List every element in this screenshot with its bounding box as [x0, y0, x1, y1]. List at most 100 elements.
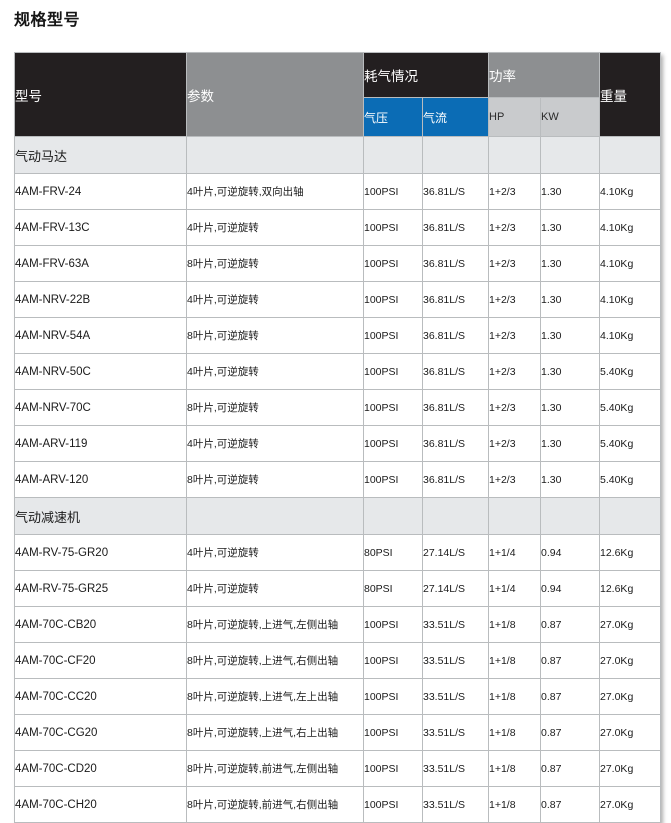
cell-model: 4AM-NRV-50C	[14, 353, 187, 390]
cell-air-pressure: 100PSI	[363, 389, 423, 426]
cell-model: 4AM-RV-75-GR25	[14, 570, 187, 607]
cell-model: 4AM-NRV-70C	[14, 389, 187, 426]
cell-params: 8叶片,可逆旋转,上进气,右上出轴	[186, 714, 364, 751]
group-blank-cell	[599, 497, 661, 535]
cell-air-pressure: 100PSI	[363, 281, 423, 318]
cell-weight: 12.6Kg	[599, 570, 661, 607]
cell-params: 8叶片,可逆旋转	[186, 245, 364, 282]
cell-weight: 4.10Kg	[599, 245, 661, 282]
table-row: 4AM-70C-CG20 8叶片,可逆旋转,上进气,右上出轴 100PSI 33.51…	[14, 714, 661, 751]
cell-kw: 1.30	[540, 245, 600, 282]
cell-model: 4AM-ARV-119	[14, 425, 187, 462]
cell-model: 4AM-70C-CG20	[14, 714, 187, 751]
header-power-group: 功率	[488, 52, 600, 98]
cell-air-pressure: 100PSI	[363, 606, 423, 643]
cell-kw: 1.30	[540, 425, 600, 462]
cell-air-flow: 36.81L/S	[422, 209, 489, 246]
cell-model: 4AM-RV-75-GR20	[14, 534, 187, 571]
cell-model: 4AM-NRV-22B	[14, 281, 187, 318]
table-row: 4AM-70C-CC20 8叶片,可逆旋转,上进气,左上出轴 100PSI 33.51…	[14, 678, 661, 715]
group-blank-cell	[186, 136, 364, 174]
cell-weight: 12.6Kg	[599, 534, 661, 571]
group-blank-cell	[540, 136, 600, 174]
cell-kw: 0.87	[540, 750, 600, 787]
cell-model: 4AM-70C-CD20	[14, 750, 187, 787]
cell-hp: 1+2/3	[488, 317, 541, 354]
cell-weight: 27.0Kg	[599, 786, 661, 823]
cell-hp: 1+2/3	[488, 461, 541, 498]
header-kw: KW	[540, 97, 600, 137]
cell-weight: 27.0Kg	[599, 642, 661, 679]
table-row: 4AM-NRV-22B 4叶片,可逆旋转 100PSI 36.81L/S 1+2/3 1.…	[14, 281, 661, 318]
cell-air-flow: 36.81L/S	[422, 173, 489, 210]
cell-model: 4AM-NRV-54A	[14, 317, 187, 354]
cell-air-pressure: 100PSI	[363, 678, 423, 715]
cell-weight: 5.40Kg	[599, 353, 661, 390]
cell-hp: 1+1/4	[488, 570, 541, 607]
group-blank-cell	[488, 497, 541, 535]
cell-params: 8叶片,可逆旋转,前进气,左侧出轴	[186, 750, 364, 787]
table-row: 4AM-NRV-70C 8叶片,可逆旋转 100PSI 36.81L/S 1+2/3 1.…	[14, 389, 661, 426]
cell-air-flow: 33.51L/S	[422, 606, 489, 643]
cell-air-pressure: 100PSI	[363, 209, 423, 246]
spec-table-wrapper: 型号 参数 耗气情况 功率 重量 气压 气流 HP KW 气动马达 4AM-FRV…	[14, 52, 661, 823]
cell-params: 4叶片,可逆旋转	[186, 353, 364, 390]
table-row: 4AM-FRV-63A 8叶片,可逆旋转 100PSI 36.81L/S 1+2/3 1.…	[14, 245, 661, 282]
cell-hp: 1+1/8	[488, 678, 541, 715]
cell-params: 4叶片,可逆旋转	[186, 209, 364, 246]
cell-air-pressure: 100PSI	[363, 461, 423, 498]
cell-kw: 0.94	[540, 570, 600, 607]
cell-kw: 0.87	[540, 678, 600, 715]
cell-air-flow: 36.81L/S	[422, 317, 489, 354]
cell-params: 4叶片,可逆旋转,双向出轴	[186, 173, 364, 210]
table-body: 气动马达 4AM-FRV-24 4叶片,可逆旋转,双向出轴 100PSI 36.81L/…	[14, 136, 661, 823]
cell-air-flow: 33.51L/S	[422, 750, 489, 787]
group-blank-cell	[599, 136, 661, 174]
cell-kw: 1.30	[540, 209, 600, 246]
group-row: 气动减速机	[14, 497, 661, 535]
cell-model: 4AM-FRV-63A	[14, 245, 187, 282]
group-blank-cell	[422, 497, 489, 535]
cell-air-flow: 33.51L/S	[422, 678, 489, 715]
cell-hp: 1+1/8	[488, 786, 541, 823]
cell-hp: 1+2/3	[488, 209, 541, 246]
cell-params: 8叶片,可逆旋转,上进气,左上出轴	[186, 678, 364, 715]
cell-hp: 1+2/3	[488, 389, 541, 426]
cell-air-flow: 36.81L/S	[422, 245, 489, 282]
cell-kw: 1.30	[540, 173, 600, 210]
group-label: 气动马达	[14, 136, 187, 174]
header-row-group: 型号 参数 耗气情况 功率 重量	[14, 52, 661, 137]
cell-air-flow: 36.81L/S	[422, 389, 489, 426]
cell-air-flow: 36.81L/S	[422, 353, 489, 390]
cell-model: 4AM-FRV-24	[14, 173, 187, 210]
header-weight: 重量	[599, 52, 661, 137]
cell-kw: 0.87	[540, 786, 600, 823]
cell-weight: 5.40Kg	[599, 425, 661, 462]
cell-params: 4叶片,可逆旋转	[186, 570, 364, 607]
table-row: 4AM-NRV-50C 4叶片,可逆旋转 100PSI 36.81L/S 1+2/3 1.…	[14, 353, 661, 390]
cell-hp: 1+1/8	[488, 606, 541, 643]
header-air-pressure: 气压	[363, 97, 423, 137]
cell-air-pressure: 80PSI	[363, 534, 423, 571]
header-air-group: 耗气情况	[363, 52, 489, 98]
cell-air-flow: 27.14L/S	[422, 534, 489, 571]
header-model: 型号	[14, 52, 187, 137]
cell-params: 4叶片,可逆旋转	[186, 425, 364, 462]
cell-model: 4AM-ARV-120	[14, 461, 187, 498]
cell-params: 4叶片,可逆旋转	[186, 534, 364, 571]
cell-params: 8叶片,可逆旋转,上进气,右侧出轴	[186, 642, 364, 679]
cell-model: 4AM-70C-CB20	[14, 606, 187, 643]
group-blank-cell	[363, 497, 423, 535]
cell-hp: 1+2/3	[488, 281, 541, 318]
cell-weight: 4.10Kg	[599, 173, 661, 210]
group-row: 气动马达	[14, 136, 661, 174]
cell-air-pressure: 80PSI	[363, 570, 423, 607]
cell-kw: 0.94	[540, 534, 600, 571]
cell-hp: 1+1/4	[488, 534, 541, 571]
cell-air-flow: 33.51L/S	[422, 786, 489, 823]
cell-kw: 0.87	[540, 714, 600, 751]
cell-hp: 1+2/3	[488, 353, 541, 390]
group-blank-cell	[488, 136, 541, 174]
cell-weight: 4.10Kg	[599, 317, 661, 354]
cell-params: 4叶片,可逆旋转	[186, 281, 364, 318]
